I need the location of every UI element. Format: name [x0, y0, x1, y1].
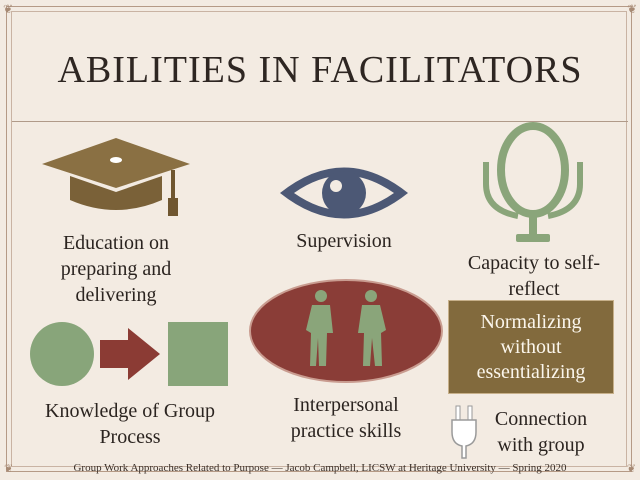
slide-frame-inner [11, 11, 627, 467]
footer-ornament-icon: ❦ [4, 462, 14, 475]
two-people-icon [249, 279, 443, 383]
title-divider [12, 121, 628, 122]
normalizing-label: Normalizing without essentializing [476, 310, 586, 383]
plug-icon [451, 405, 477, 459]
education-label: Education on preparing and delivering [60, 232, 172, 306]
circle-arrow-square-icon [30, 322, 228, 386]
footer-text: Group Work Approaches Related to Purpose… [73, 462, 567, 474]
eye-icon [280, 167, 408, 219]
corner-ornament-icon: ❦ [626, 2, 637, 16]
mirror-icon [483, 122, 583, 242]
interpersonal-label: Interpersonal practice skills [290, 394, 402, 442]
slide-title: ABILITIES IN FACILITATORS [57, 49, 583, 91]
graduation-cap-icon [42, 138, 190, 216]
slide-frame-outer [6, 6, 632, 472]
corner-ornament-icon: ❦ [3, 2, 14, 16]
footer-ornament-icon: ❦ [626, 462, 636, 475]
self-reflect-label: Capacity to self-reflect [467, 252, 601, 300]
connection-label: Connection with group [494, 408, 588, 456]
group-process-label: Knowledge of Group Process [45, 400, 215, 448]
supervision-label: Supervision [296, 230, 392, 252]
normalizing-box: Normalizing without essentializing [448, 300, 614, 394]
